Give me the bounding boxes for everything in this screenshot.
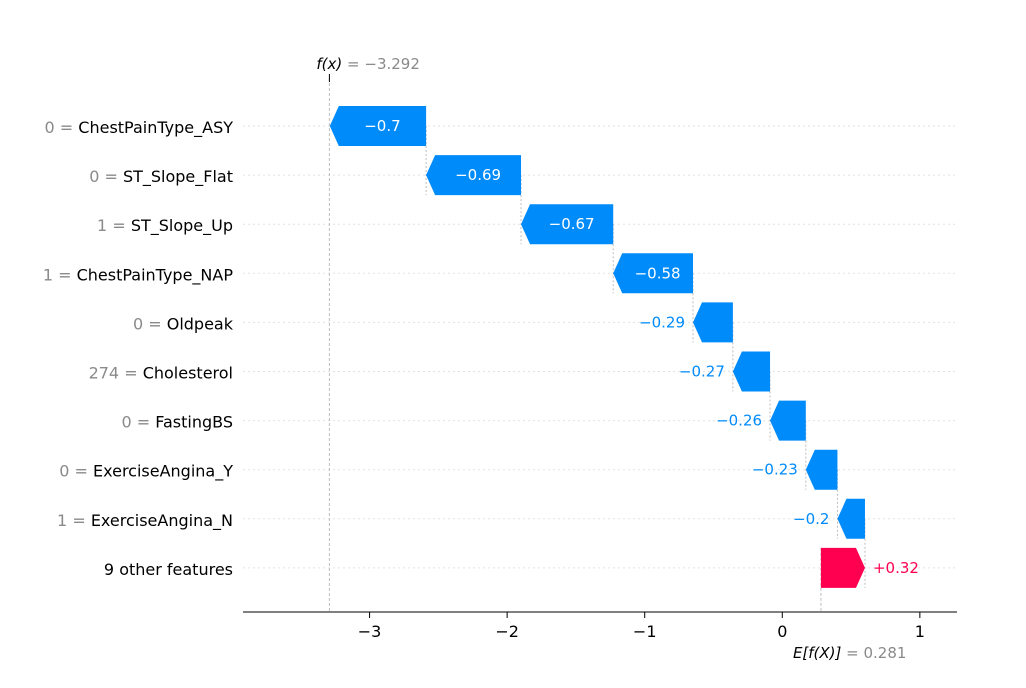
feature-label: 0 = Oldpeak (133, 314, 234, 333)
x-tick-label: 0 (777, 622, 787, 641)
feature-value: 0 = (89, 167, 123, 186)
feature-label: 0 = ChestPainType_ASY (45, 118, 234, 138)
feature-name: ExerciseAngina_N (91, 511, 233, 531)
x-tick-label: −2 (495, 622, 519, 641)
bar-value-label: −0.67 (549, 215, 595, 233)
fx-symbol: f(x) (316, 55, 342, 73)
base-annotation: E[f(X)] = 0.281 (793, 644, 907, 662)
feature-value: 1 = (97, 216, 131, 235)
bar-value-label: −0.2 (793, 510, 829, 528)
feature-label: 274 = Cholesterol (89, 364, 233, 383)
contribution-bar (837, 498, 865, 539)
bar-value-label: −0.23 (752, 461, 798, 479)
feature-name: ChestPainType_NAP (77, 265, 234, 285)
contribution-bar (820, 547, 865, 588)
reference-lines (328, 74, 866, 612)
feature-value: 1 = (57, 511, 91, 530)
contribution-bars: −0.7 −0.69 −0.67 −0.58 −0.29 −0.27 −0.26 −0.23 −… (329, 106, 919, 588)
fx-annotation: f(x) = −3.292 (316, 55, 420, 73)
contribution-bar (329, 106, 427, 146)
feature-name: ST_Slope_Up (131, 216, 233, 236)
contribution-bar (521, 204, 614, 245)
contribution-bar (613, 253, 693, 294)
feature-value: 0 = (121, 413, 155, 432)
x-tick-label: −1 (633, 622, 657, 641)
feature-value: 0 = (133, 314, 167, 333)
contribution-bar (732, 351, 771, 392)
feature-value: 274 = (89, 364, 143, 383)
bar-value-label: +0.32 (873, 559, 919, 577)
contribution-bar (805, 449, 838, 490)
feature-label: 0 = ST_Slope_Flat (89, 167, 233, 187)
base-symbol: E[f(X)] (793, 644, 842, 662)
feature-name: ChestPainType_ASY (78, 118, 233, 138)
row-gridlines (243, 125, 957, 569)
feature-name: FastingBS (155, 413, 233, 432)
feature-label: 0 = ExerciseAngina_Y (59, 462, 233, 482)
feature-label: 9 other features (104, 560, 233, 579)
feature-label: 0 = FastingBS (121, 413, 233, 432)
base-value: = 0.281 (841, 644, 906, 662)
feature-value: 0 = (59, 462, 93, 481)
feature-name: Cholesterol (143, 364, 233, 383)
feature-name: ExerciseAngina_Y (93, 462, 233, 482)
value-annotations: f(x) = −3.292 E[f(X)] = 0.281 (316, 55, 906, 662)
x-tick-label: −3 (358, 622, 382, 641)
bar-value-label: −0.26 (716, 412, 762, 430)
bar-value-label: −0.27 (679, 363, 725, 381)
feature-label: 1 = ChestPainType_NAP (43, 265, 234, 285)
feature-label: 1 = ST_Slope_Up (97, 216, 233, 236)
contribution-bar (426, 155, 522, 196)
contribution-bar (770, 400, 806, 441)
x-axis: −3 −2 −1 0 1 (243, 611, 957, 641)
contribution-bar (692, 302, 733, 343)
fx-value: = −3.292 (342, 55, 420, 73)
x-tick-label: 1 (915, 622, 925, 641)
bar-value-label: −0.7 (364, 117, 400, 135)
feature-value: 1 = (43, 265, 77, 284)
bar-value-label: −0.29 (639, 313, 685, 331)
feature-label: 1 = ExerciseAngina_N (57, 511, 233, 531)
bar-value-label: −0.58 (635, 264, 681, 282)
feature-name: Oldpeak (167, 314, 234, 333)
feature-name: ST_Slope_Flat (123, 167, 233, 187)
feature-value: 0 = (45, 118, 79, 137)
feature-name: 9 other features (104, 560, 233, 579)
bar-value-label: −0.69 (455, 166, 501, 184)
